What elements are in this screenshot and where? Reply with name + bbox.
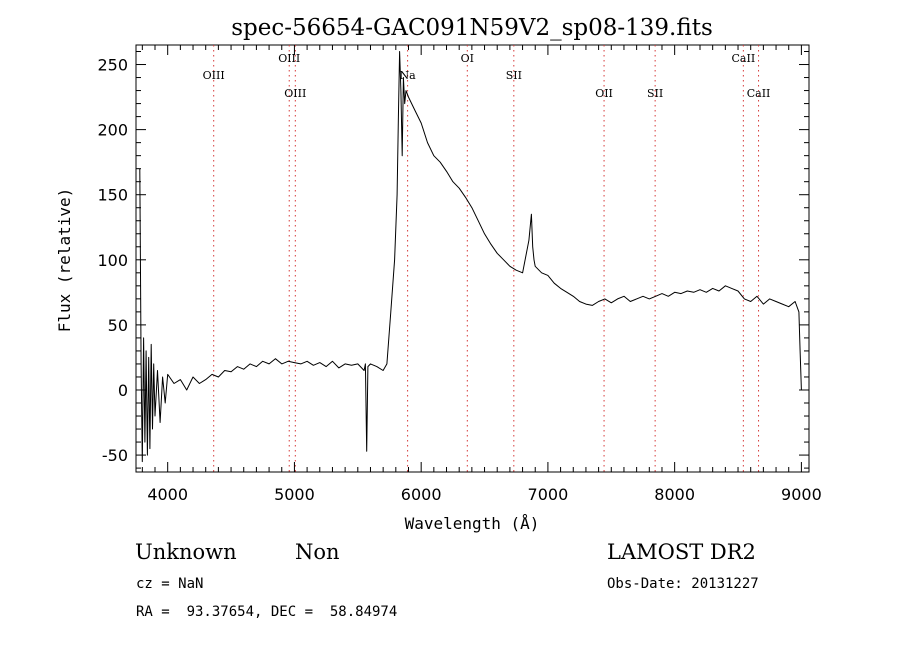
survey-name: LAMOST DR2 bbox=[607, 540, 756, 564]
x-tick-label: 6000 bbox=[401, 485, 442, 504]
x-tick-label: 8000 bbox=[654, 485, 695, 504]
y-tick-label: 100 bbox=[97, 251, 128, 270]
x-tick-label: 7000 bbox=[528, 485, 569, 504]
chart-title: spec-56654-GAC091N59V2_sp08-139.fits bbox=[231, 15, 713, 41]
x-axis-label: Wavelength (Å) bbox=[405, 514, 540, 533]
y-tick-label: 50 bbox=[108, 316, 128, 335]
spectrum-line bbox=[139, 51, 802, 463]
y-axis-label: Flux (relative) bbox=[55, 188, 74, 333]
spectral-line-label: CaII bbox=[732, 52, 756, 65]
y-tick-label: 150 bbox=[97, 186, 128, 205]
y-tick-label: 0 bbox=[118, 381, 128, 400]
spectrum-series bbox=[139, 51, 802, 463]
x-tick-label: 9000 bbox=[781, 485, 822, 504]
redshift-readout: cz = NaN bbox=[136, 576, 204, 592]
y-tick-label: 200 bbox=[97, 121, 128, 140]
spectral-line-label: OIII bbox=[284, 87, 306, 100]
object-subclass: Non bbox=[295, 540, 340, 564]
spectral-line-label: Na bbox=[400, 69, 417, 82]
spectral-line-label: SII bbox=[647, 87, 663, 100]
plot-frame bbox=[135, 44, 810, 473]
spectral-line-label: OII bbox=[595, 87, 613, 100]
spectral-line-label: OIII bbox=[203, 69, 225, 82]
spectral-line-label: SII bbox=[506, 69, 522, 82]
spectral-line-label: CaII bbox=[747, 87, 771, 100]
object-class: Unknown bbox=[135, 540, 237, 564]
y-tick-label: 250 bbox=[97, 56, 128, 75]
x-tick-label: 5000 bbox=[274, 485, 315, 504]
spectral-line-label: OI bbox=[461, 52, 474, 65]
spectral-line-label: OIII bbox=[278, 52, 300, 65]
coordinates-readout: RA = 93.37654, DEC = 58.84974 bbox=[136, 604, 398, 620]
spectral-line-markers: OIII OIII OIII Na OI SII OII SII CaII CaII bbox=[203, 45, 771, 472]
y-tick-label: -50 bbox=[102, 446, 128, 465]
obs-date: Obs-Date: 20131227 bbox=[607, 576, 759, 592]
x-tick-label: 4000 bbox=[147, 485, 188, 504]
axes: 4000 5000 6000 7000 8000 9000 -50 0 50 100 150 200 2… bbox=[97, 45, 822, 504]
